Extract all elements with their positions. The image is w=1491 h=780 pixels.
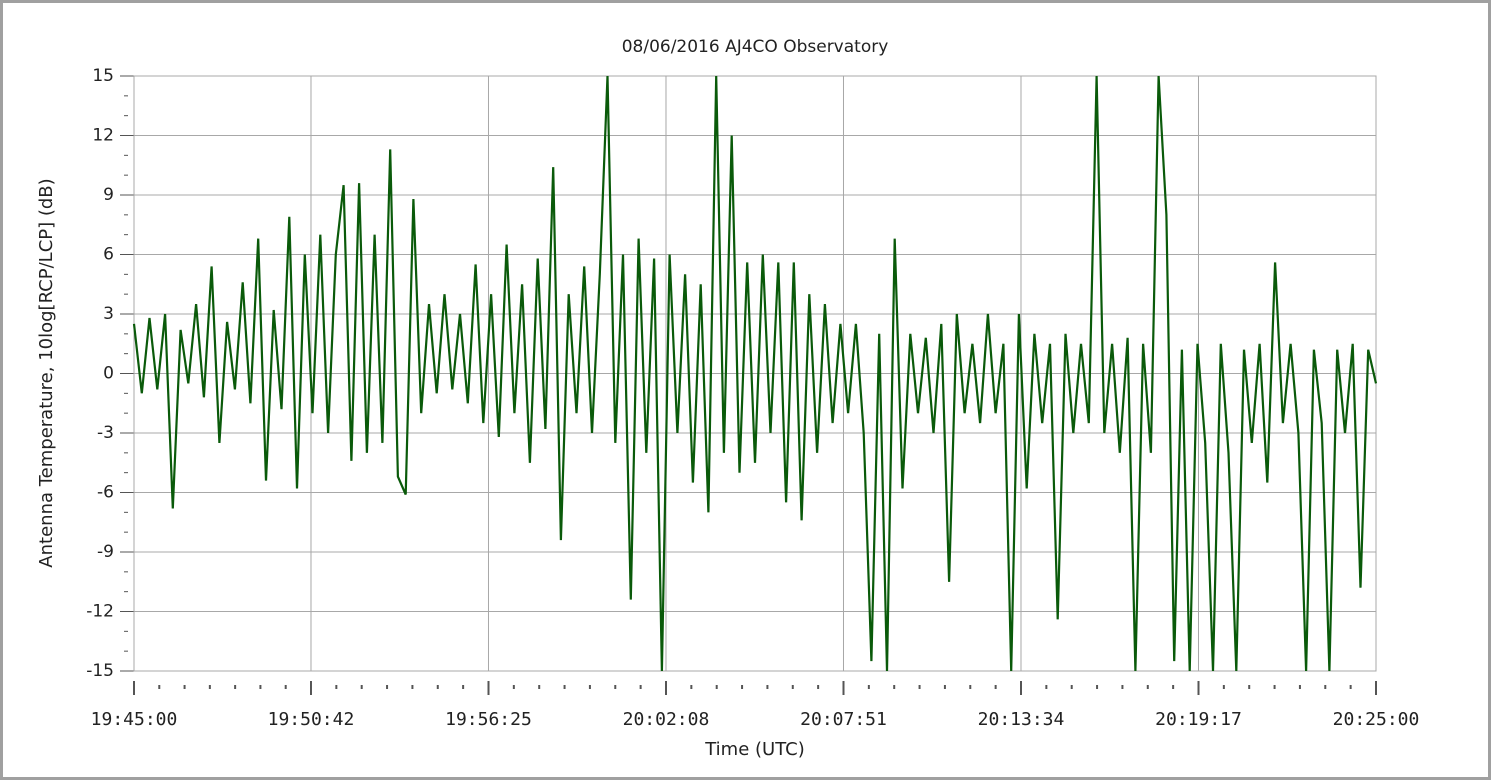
x-tick-label: 20:25:00 [1333,709,1420,730]
x-tick-label: 19:45:00 [91,709,178,730]
x-tick-label: 19:50:42 [268,709,355,730]
y-tick-label: -3 [97,423,114,443]
x-axis-label: Time (UTC) [704,739,805,760]
data-line [132,75,1378,672]
y-tick-label: 12 [92,126,114,146]
y-tick-label: 15 [92,66,114,86]
x-tick-label: 20:19:17 [1155,709,1242,730]
x-tick-label: 20:13:34 [978,709,1065,730]
x-tick-label: 20:02:08 [623,709,710,730]
y-tick-label: -12 [86,602,114,622]
x-tick-label: 20:07:51 [800,709,887,730]
y-tick-label: 0 [103,364,114,384]
chart-title: 08/06/2016 AJ4CO Observatory [622,37,889,57]
x-tick-label: 19:56:25 [445,709,532,730]
y-tick-label: 6 [103,245,114,265]
y-tick-label: 9 [103,185,114,205]
y-tick-label: -6 [97,483,114,503]
y-tick-label: -15 [86,661,114,681]
y-axis-label: Antenna Temperature, 10log[RCP/LCP] (dB) [36,178,57,567]
plot-border [133,75,1377,672]
y-tick-label: 3 [103,304,114,324]
y-tick-label: -9 [97,542,114,562]
